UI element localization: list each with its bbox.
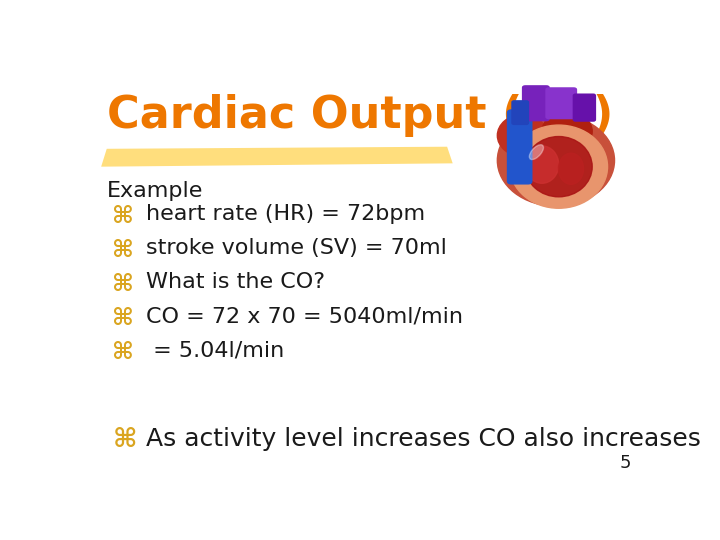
Text: stroke volume (SV) = 70ml: stroke volume (SV) = 70ml: [145, 238, 446, 258]
Ellipse shape: [542, 112, 592, 151]
Text: As activity level increases CO also increases: As activity level increases CO also incr…: [145, 427, 701, 450]
FancyBboxPatch shape: [511, 100, 529, 125]
Text: ⌘: ⌘: [112, 272, 134, 296]
Text: 5: 5: [620, 454, 631, 472]
Text: ⌘: ⌘: [112, 238, 134, 262]
Ellipse shape: [526, 137, 593, 197]
Ellipse shape: [559, 153, 583, 184]
Ellipse shape: [498, 114, 548, 156]
FancyBboxPatch shape: [572, 93, 596, 122]
Ellipse shape: [498, 114, 615, 206]
Text: ⌘: ⌘: [112, 427, 137, 453]
FancyBboxPatch shape: [507, 109, 533, 185]
Text: heart rate (HR) = 72bpm: heart rate (HR) = 72bpm: [145, 204, 425, 224]
FancyBboxPatch shape: [522, 85, 550, 122]
Polygon shape: [101, 147, 453, 167]
Ellipse shape: [529, 145, 544, 159]
Text: What is the CO?: What is the CO?: [145, 272, 325, 292]
Text: Example: Example: [107, 181, 203, 201]
Text: = 5.04l/min: = 5.04l/min: [145, 341, 284, 361]
FancyBboxPatch shape: [545, 87, 577, 119]
Text: ⌘: ⌘: [112, 341, 134, 364]
Text: ⌘: ⌘: [112, 306, 134, 330]
Ellipse shape: [526, 146, 559, 183]
Text: ⌘: ⌘: [112, 204, 134, 228]
Ellipse shape: [510, 125, 608, 208]
Text: CO = 72 x 70 = 5040ml/min: CO = 72 x 70 = 5040ml/min: [145, 306, 463, 326]
Text: Cardiac Output (CO): Cardiac Output (CO): [107, 94, 613, 137]
